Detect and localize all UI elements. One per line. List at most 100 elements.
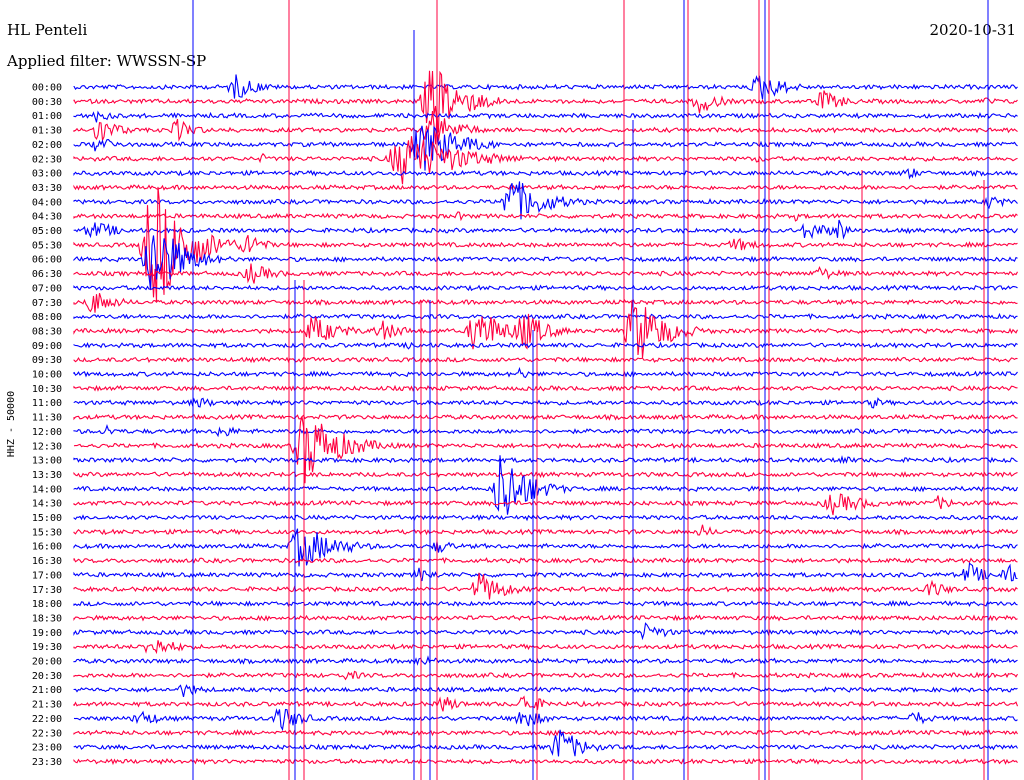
trace-line — [73, 670, 1018, 681]
tick-label: 20:30 — [32, 671, 62, 682]
tick-label: 01:30 — [32, 126, 62, 137]
tick-label: 10:30 — [32, 384, 62, 395]
trace-line — [73, 263, 1018, 284]
tick-label: 21:00 — [32, 685, 62, 696]
trace-line — [73, 184, 1018, 191]
trace-line — [73, 757, 1018, 766]
trace-line — [73, 397, 1018, 409]
trace-line — [73, 708, 1018, 732]
trace-line — [73, 728, 1018, 737]
trace-line — [73, 655, 1018, 666]
tick-label: 04:30 — [32, 212, 62, 223]
tick-label: 09:30 — [32, 355, 62, 366]
tick-label: 10:00 — [32, 370, 62, 381]
tick-label: 12:00 — [32, 427, 62, 438]
tick-label: 13:00 — [32, 456, 62, 467]
tick-label: 00:00 — [32, 83, 62, 94]
tick-label: 16:30 — [32, 556, 62, 567]
tick-label: 02:30 — [32, 154, 62, 165]
trace-line — [73, 614, 1018, 622]
tick-label: 15:30 — [32, 527, 62, 538]
trace-line — [73, 235, 1018, 290]
trace-line — [73, 562, 1018, 582]
trace-line — [73, 136, 1018, 185]
tick-label: 06:30 — [32, 269, 62, 280]
trace-line — [73, 293, 1018, 313]
tick-label: 19:30 — [32, 642, 62, 653]
trace-line — [73, 110, 1018, 145]
trace-line — [73, 312, 1018, 321]
tick-label: 01:00 — [32, 111, 62, 122]
trace-line — [73, 423, 1018, 438]
tick-label: 03:30 — [32, 183, 62, 194]
trace-line — [73, 168, 1018, 180]
tick-label: 08:30 — [32, 326, 62, 337]
tick-label: 03:00 — [32, 169, 62, 180]
trace-line — [73, 74, 1018, 100]
station-title: HL Penteli — [7, 21, 87, 39]
tick-label: 23:00 — [32, 743, 62, 754]
tick-label: 22:30 — [32, 728, 62, 739]
trace-line — [73, 356, 1018, 364]
tick-label: 15:00 — [32, 513, 62, 524]
trace-line — [73, 622, 1018, 641]
trace-line — [73, 125, 1018, 171]
trace-line — [73, 572, 1018, 600]
tick-label: 12:30 — [32, 441, 62, 452]
trace-line — [73, 729, 1018, 757]
trace-line — [73, 416, 1018, 484]
tick-label: 07:00 — [32, 283, 62, 294]
trace-line — [73, 599, 1018, 608]
time-tick-labels: 00:00 00:30 01:00 01:30 02:00 02:30 03:00 03:30… — [32, 83, 62, 768]
tick-label: 14:30 — [32, 499, 62, 510]
trace-line — [73, 493, 1018, 516]
date-label: 2020-10-31 — [930, 21, 1016, 39]
trace-line — [73, 413, 1018, 421]
tick-label: 05:30 — [32, 240, 62, 251]
trace-line — [73, 695, 1019, 712]
tick-label: 16:00 — [32, 542, 62, 553]
trace-line — [73, 514, 1018, 522]
tick-label: 17:00 — [32, 570, 62, 581]
tick-label: 05:00 — [32, 226, 62, 237]
tick-label: 11:30 — [32, 413, 62, 424]
tick-label: 22:00 — [32, 714, 62, 725]
trace-line — [73, 219, 1018, 240]
tick-label: 02:00 — [32, 140, 62, 151]
tick-label: 23:30 — [32, 757, 62, 768]
applied-filter-label: Applied filter: WWSSN-SP — [6, 52, 206, 70]
y-axis-label: HHZ - 50000 — [6, 391, 17, 457]
tick-label: 18:00 — [32, 599, 62, 610]
trace-line — [73, 640, 1018, 655]
trace-line — [73, 110, 1018, 123]
trace-line — [73, 455, 1018, 465]
tick-label: 08:00 — [32, 312, 62, 323]
trace-line — [73, 684, 1018, 698]
trace-line — [73, 284, 1018, 292]
tick-label: 21:30 — [32, 700, 62, 711]
trace-line — [73, 528, 1018, 567]
tick-label: 11:00 — [32, 398, 62, 409]
trace-line — [73, 341, 1018, 350]
trace-line — [73, 384, 1018, 392]
trace-line — [73, 299, 1018, 359]
trace-line — [73, 556, 1018, 565]
tick-label: 04:00 — [32, 197, 62, 208]
trace-line — [73, 181, 1018, 220]
tick-label: 19:00 — [32, 628, 62, 639]
tick-label: 06:00 — [32, 255, 62, 266]
tick-label: 13:30 — [32, 470, 62, 481]
trace-line — [73, 471, 1018, 478]
trace-line — [73, 524, 1018, 536]
vertical-spikes — [192, 0, 989, 780]
trace-line — [73, 211, 1018, 222]
tick-label: 07:30 — [32, 298, 62, 309]
trace-line — [73, 186, 1018, 302]
trace-line — [73, 366, 1018, 379]
tick-label: 17:30 — [32, 585, 62, 596]
seismic-traces — [73, 70, 1019, 766]
trace-line — [73, 70, 1018, 133]
tick-label: 20:00 — [32, 657, 62, 668]
tick-label: 18:30 — [32, 613, 62, 624]
